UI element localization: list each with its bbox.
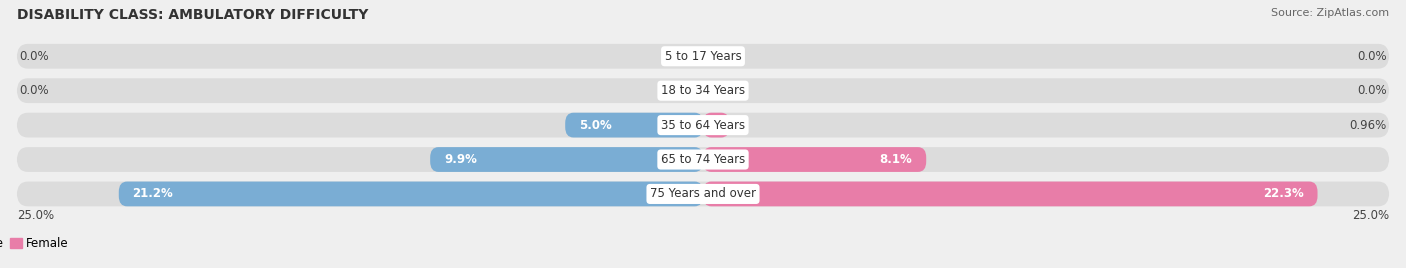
Text: 22.3%: 22.3% [1263, 187, 1303, 200]
FancyBboxPatch shape [17, 44, 1389, 69]
Text: 65 to 74 Years: 65 to 74 Years [661, 153, 745, 166]
Text: 25.0%: 25.0% [1353, 209, 1389, 222]
FancyBboxPatch shape [118, 181, 703, 206]
FancyBboxPatch shape [17, 147, 1389, 172]
Text: 5.0%: 5.0% [579, 119, 612, 132]
Text: Source: ZipAtlas.com: Source: ZipAtlas.com [1271, 8, 1389, 18]
Text: 8.1%: 8.1% [880, 153, 912, 166]
Text: 0.0%: 0.0% [1357, 84, 1386, 97]
FancyBboxPatch shape [703, 181, 1317, 206]
Text: 5 to 17 Years: 5 to 17 Years [665, 50, 741, 63]
Text: 25.0%: 25.0% [17, 209, 53, 222]
FancyBboxPatch shape [703, 147, 927, 172]
Legend: Male, Female: Male, Female [0, 233, 73, 255]
Text: 75 Years and over: 75 Years and over [650, 187, 756, 200]
FancyBboxPatch shape [703, 113, 730, 137]
FancyBboxPatch shape [17, 181, 1389, 206]
Text: 35 to 64 Years: 35 to 64 Years [661, 119, 745, 132]
Text: DISABILITY CLASS: AMBULATORY DIFFICULTY: DISABILITY CLASS: AMBULATORY DIFFICULTY [17, 8, 368, 22]
Text: 21.2%: 21.2% [132, 187, 173, 200]
Text: 0.0%: 0.0% [20, 50, 49, 63]
Text: 18 to 34 Years: 18 to 34 Years [661, 84, 745, 97]
Text: 0.96%: 0.96% [1350, 119, 1386, 132]
Text: 0.0%: 0.0% [1357, 50, 1386, 63]
FancyBboxPatch shape [430, 147, 703, 172]
FancyBboxPatch shape [565, 113, 703, 137]
FancyBboxPatch shape [17, 113, 1389, 137]
FancyBboxPatch shape [17, 78, 1389, 103]
Text: 9.9%: 9.9% [444, 153, 477, 166]
Text: 0.0%: 0.0% [20, 84, 49, 97]
